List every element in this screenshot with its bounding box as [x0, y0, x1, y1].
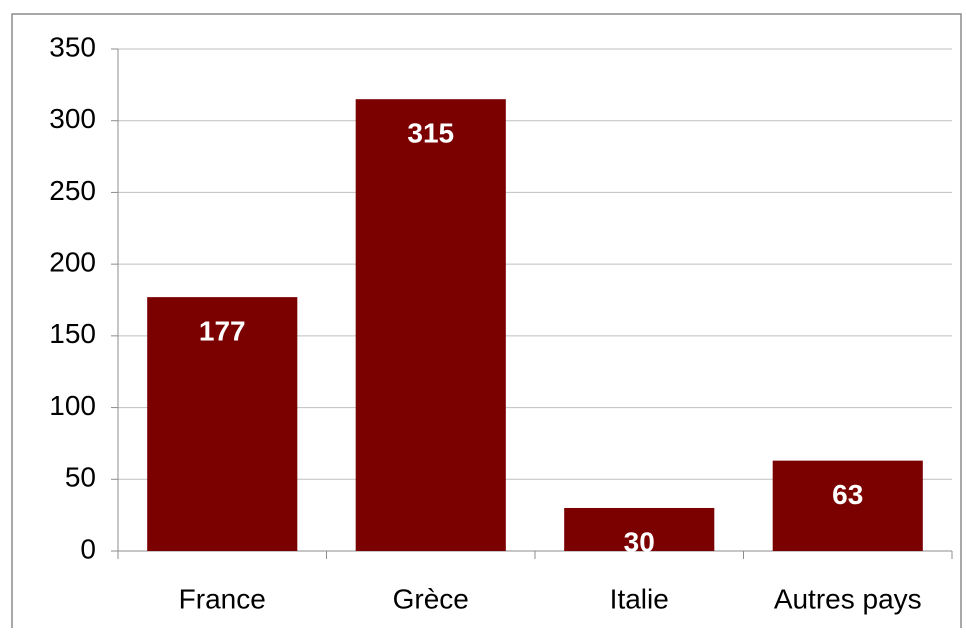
data-label: 315 [407, 118, 454, 149]
x-tick-label: Autres pays [774, 583, 922, 614]
data-label: 63 [832, 479, 863, 510]
x-tick-label: Italie [610, 583, 669, 614]
y-tick-label: 0 [80, 533, 96, 564]
chart-frame [11, 13, 962, 633]
y-tick-label: 300 [49, 103, 96, 134]
y-tick-label: 150 [49, 318, 96, 349]
y-tick-label: 250 [49, 175, 96, 206]
x-tick-label: France [179, 583, 266, 614]
bar [772, 460, 923, 551]
bar [355, 99, 506, 551]
data-label: 177 [199, 316, 246, 347]
y-tick-label: 200 [49, 247, 96, 278]
y-tick-label: 100 [49, 390, 96, 421]
x-tick-label: Grèce [393, 583, 469, 614]
bar [147, 297, 298, 551]
y-tick-label: 50 [65, 462, 96, 493]
bar [564, 507, 715, 551]
y-tick-label: 350 [49, 31, 96, 62]
data-label: 30 [624, 526, 655, 557]
